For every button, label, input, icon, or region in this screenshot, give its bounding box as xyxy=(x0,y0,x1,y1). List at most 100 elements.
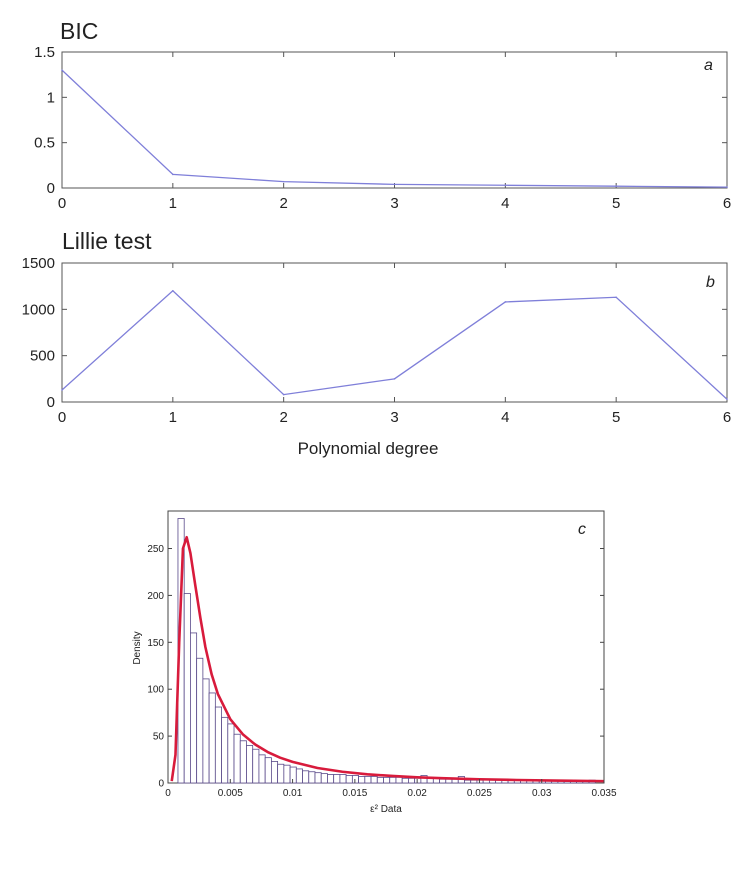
lillie-y-tick-label: 0 xyxy=(47,394,55,411)
bic-data-point xyxy=(726,186,728,188)
lillie-chart-title: Lillie test xyxy=(62,228,152,254)
bic-y-tick-label: 0.5 xyxy=(34,135,55,152)
histogram-bar xyxy=(227,723,235,784)
histogram-y-tick-label: 200 xyxy=(147,591,164,602)
bic-x-tick-label: 6 xyxy=(723,195,731,212)
bic-data-point xyxy=(172,173,174,176)
histogram-x-tick-label: 0.03 xyxy=(532,788,552,799)
histogram-bar xyxy=(470,779,478,784)
histogram-bar xyxy=(358,776,366,784)
bic-x-tick-label: 4 xyxy=(501,195,509,212)
lillie-data-point xyxy=(726,398,728,401)
lillie-data-point xyxy=(393,378,396,380)
histogram-bar xyxy=(252,748,260,784)
histogram-bar xyxy=(345,775,353,784)
lillie-series-line xyxy=(61,289,728,400)
histogram-bar xyxy=(295,768,303,784)
histogram-bar xyxy=(202,678,210,784)
bic-y-tick-label: 0 xyxy=(47,180,55,197)
histogram-bar xyxy=(320,773,328,784)
histogram-bar xyxy=(239,740,247,784)
bic-chart: BIC a 0 1 2 3 4 5 6 0 0.5 1 1.5 xyxy=(34,18,731,212)
histogram-bar xyxy=(258,754,266,784)
histogram-x-tick-label: 0.005 xyxy=(218,788,243,799)
histogram-bar xyxy=(314,772,322,784)
bic-data-point xyxy=(393,183,396,186)
lillie-data-point xyxy=(504,301,507,303)
bic-x-tick-label: 3 xyxy=(390,195,398,212)
bic-chart-title: BIC xyxy=(60,18,98,44)
histogram-bar xyxy=(183,593,191,784)
histogram-bar xyxy=(333,774,341,784)
histogram-bar xyxy=(408,777,416,784)
bic-y-tick-label: 1.5 xyxy=(34,44,55,61)
histogram-bar xyxy=(351,775,359,784)
histogram-bar xyxy=(401,777,409,784)
histogram-bar xyxy=(414,777,422,784)
histogram-bar xyxy=(339,774,347,784)
histogram-y-tick-label: 0 xyxy=(158,779,164,790)
bic-y-tick-label: 1 xyxy=(47,89,55,106)
bic-data-point xyxy=(61,69,63,71)
histogram-x-tick-label: 0 xyxy=(165,788,171,799)
histogram-y-tick-label: 50 xyxy=(153,732,165,743)
histogram-bar xyxy=(439,778,447,784)
histogram-bar xyxy=(389,776,397,784)
histogram-bar xyxy=(214,706,222,784)
lillie-y-tick-label: 1500 xyxy=(22,255,55,272)
lillie-y-tick-label: 1000 xyxy=(22,301,55,318)
histogram-bar xyxy=(289,766,297,784)
histogram-y-tick-label: 250 xyxy=(147,544,164,555)
histogram-bar xyxy=(445,778,453,784)
bic-x-tick-label: 2 xyxy=(279,195,287,212)
histogram-x-axis-label: ε² Data xyxy=(370,804,402,815)
histogram-bar xyxy=(221,716,229,784)
histogram-y-tick-label: 150 xyxy=(147,638,164,649)
bic-x-tick-label: 0 xyxy=(58,195,66,212)
lillie-x-tick-label: 0 xyxy=(58,409,66,426)
fitted-density-curve xyxy=(170,535,605,783)
lillie-data-point xyxy=(615,296,617,299)
histogram-x-tick-label: 0.02 xyxy=(407,788,427,799)
bic-series-line xyxy=(61,69,728,188)
histogram-bar xyxy=(376,776,384,784)
lillie-x-tick-label: 5 xyxy=(612,409,620,426)
lillie-x-tick-label: 2 xyxy=(279,409,287,426)
histogram-bar xyxy=(270,761,279,784)
bic-data-point xyxy=(615,185,617,187)
histogram-x-tick-label: 0.015 xyxy=(342,788,367,799)
lillie-data-point xyxy=(61,389,63,391)
lillie-chart: Lillie test b Polynomial degree 0 1 2 3 4 5 6 0… xyxy=(22,228,731,458)
histogram-bar xyxy=(327,774,335,784)
histogram-y-axis-label: Density xyxy=(132,631,143,664)
lillie-x-tick-label: 1 xyxy=(169,409,177,426)
lillie-panel-label: b xyxy=(706,274,715,291)
bic-data-point xyxy=(504,184,507,187)
histogram-bar xyxy=(464,779,472,784)
histogram-bar xyxy=(277,763,285,784)
histogram-bar xyxy=(476,779,484,784)
histogram-panel-label: c xyxy=(578,521,586,538)
bic-plot-frame xyxy=(61,51,728,189)
bic-x-tick-label: 1 xyxy=(169,195,177,212)
lillie-x-axis-label: Polynomial degree xyxy=(298,439,439,458)
histogram-x-tick-label: 0.035 xyxy=(591,788,616,799)
lillie-data-point xyxy=(172,290,174,292)
bic-panel-label: a xyxy=(704,57,713,74)
bic-x-tick-label: 5 xyxy=(612,195,620,212)
lillie-x-tick-label: 3 xyxy=(390,409,398,426)
histogram-bar xyxy=(395,776,403,784)
lillie-x-tick-label: 4 xyxy=(501,409,509,426)
lillie-data-point xyxy=(282,393,285,396)
lillie-y-tick-label: 500 xyxy=(30,348,55,365)
lillie-x-tick-label: 6 xyxy=(723,409,731,426)
lillie-plot-frame xyxy=(61,262,728,403)
histogram-bar xyxy=(208,692,216,784)
density-histogram: c ε² Data Density 0 0.005 0.01 0.015 0.02 0.0… xyxy=(132,510,617,815)
histogram-bar xyxy=(308,771,316,784)
histogram-bar xyxy=(190,632,198,784)
histogram-bar xyxy=(264,757,272,784)
histogram-bar xyxy=(246,745,254,784)
histogram-x-tick-label: 0.025 xyxy=(467,788,492,799)
